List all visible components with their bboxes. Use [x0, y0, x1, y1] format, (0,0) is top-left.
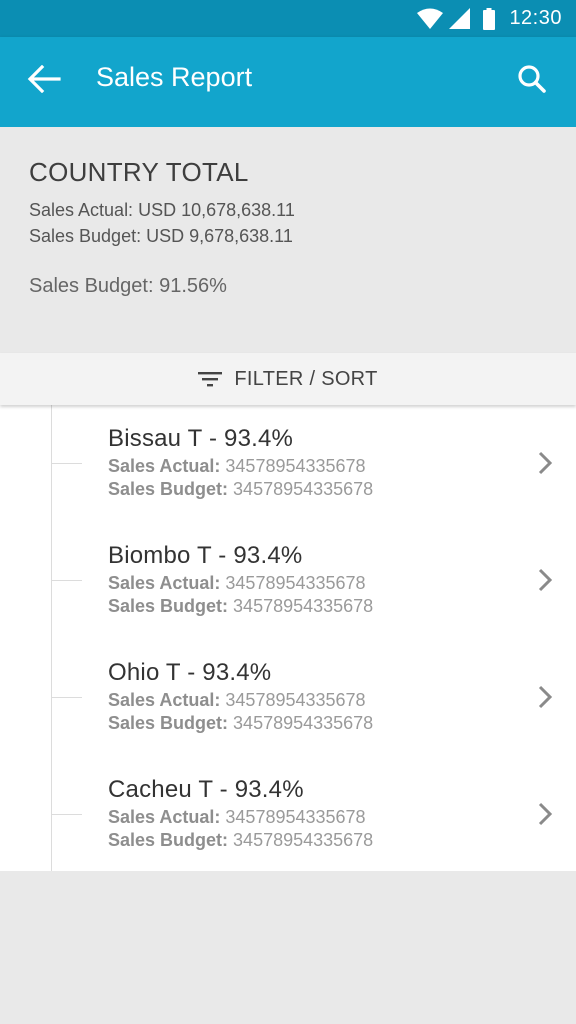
- filter-sort-button[interactable]: FILTER / SORT: [0, 353, 576, 405]
- item-budget-label: Sales Budget:: [108, 479, 229, 499]
- chevron-right-icon[interactable]: [536, 567, 554, 593]
- country-total-summary: COUNTRY TOTAL Sales Actual: USD 10,678,6…: [0, 127, 576, 353]
- item-sales-actual: Sales Actual: 34578954335678: [108, 456, 366, 477]
- search-icon: [517, 64, 547, 99]
- summary-title: COUNTRY TOTAL: [29, 157, 249, 187]
- item-actual-value: 34578954335678: [225, 690, 366, 710]
- tree-branch: [51, 697, 82, 698]
- summary-sales-budget: Sales Budget: USD 9,678,638.11: [29, 226, 293, 246]
- chevron-right-icon[interactable]: [536, 684, 554, 710]
- item-actual-value: 34578954335678: [225, 573, 366, 593]
- item-sales-actual: Sales Actual: 34578954335678: [108, 573, 366, 594]
- tree-branch: [51, 814, 82, 815]
- item-actual-label: Sales Actual:: [108, 573, 221, 593]
- item-title: Biombo T - 93.4%: [108, 542, 303, 569]
- item-sales-actual: Sales Actual: 34578954335678: [108, 690, 366, 711]
- item-budget-value: 34578954335678: [233, 830, 374, 850]
- search-button[interactable]: [508, 57, 556, 105]
- list-item[interactable]: Biombo T - 93.4% Sales Actual: 345789543…: [0, 522, 576, 638]
- item-sales-actual: Sales Actual: 34578954335678: [108, 807, 366, 828]
- summary-budget-percent: Sales Budget: 91.56%: [29, 275, 227, 297]
- item-actual-value: 34578954335678: [225, 456, 366, 476]
- item-title: Cacheu T - 93.4%: [108, 776, 304, 803]
- wifi-icon: [417, 8, 444, 30]
- tree-branch: [51, 463, 82, 464]
- status-bar: 12:30: [0, 0, 576, 37]
- tree-line: [51, 405, 52, 871]
- status-time: 12:30: [509, 7, 562, 29]
- item-title: Bissau T - 93.4%: [108, 425, 294, 452]
- chevron-right-icon[interactable]: [536, 801, 554, 827]
- item-actual-label: Sales Actual:: [108, 807, 221, 827]
- list-item[interactable]: Cacheu T - 93.4% Sales Actual: 345789543…: [0, 756, 576, 872]
- summary-sales-actual: Sales Actual: USD 10,678,638.11: [29, 200, 295, 220]
- battery-icon: [483, 7, 496, 30]
- item-sales-budget: Sales Budget: 34578954335678: [108, 479, 373, 500]
- item-budget-value: 34578954335678: [233, 596, 374, 616]
- item-budget-value: 34578954335678: [233, 713, 374, 733]
- list-item[interactable]: Bissau T - 93.4% Sales Actual: 345789543…: [0, 405, 576, 521]
- item-actual-value: 34578954335678: [225, 807, 366, 827]
- item-sales-budget: Sales Budget: 34578954335678: [108, 713, 373, 734]
- chevron-right-icon[interactable]: [536, 450, 554, 476]
- item-budget-label: Sales Budget:: [108, 596, 229, 616]
- page-title: Sales Report: [96, 62, 253, 92]
- filter-sort-label: FILTER / SORT: [234, 367, 378, 390]
- back-button[interactable]: [20, 57, 68, 105]
- app-bar: Sales Report: [0, 37, 576, 127]
- item-title: Ohio T - 93.4%: [108, 659, 272, 686]
- signal-icon: [449, 7, 471, 30]
- tree-branch: [51, 580, 82, 581]
- item-actual-label: Sales Actual:: [108, 456, 221, 476]
- arrow-back-icon: [27, 64, 61, 98]
- item-budget-value: 34578954335678: [233, 479, 374, 499]
- item-sales-budget: Sales Budget: 34578954335678: [108, 830, 373, 851]
- filter-list-icon: [198, 370, 223, 388]
- territory-list: Bissau T - 93.4% Sales Actual: 345789543…: [0, 405, 576, 871]
- item-sales-budget: Sales Budget: 34578954335678: [108, 596, 373, 617]
- list-item[interactable]: Ohio T - 93.4% Sales Actual: 34578954335…: [0, 639, 576, 755]
- item-budget-label: Sales Budget:: [108, 713, 229, 733]
- item-actual-label: Sales Actual:: [108, 690, 221, 710]
- item-budget-label: Sales Budget:: [108, 830, 229, 850]
